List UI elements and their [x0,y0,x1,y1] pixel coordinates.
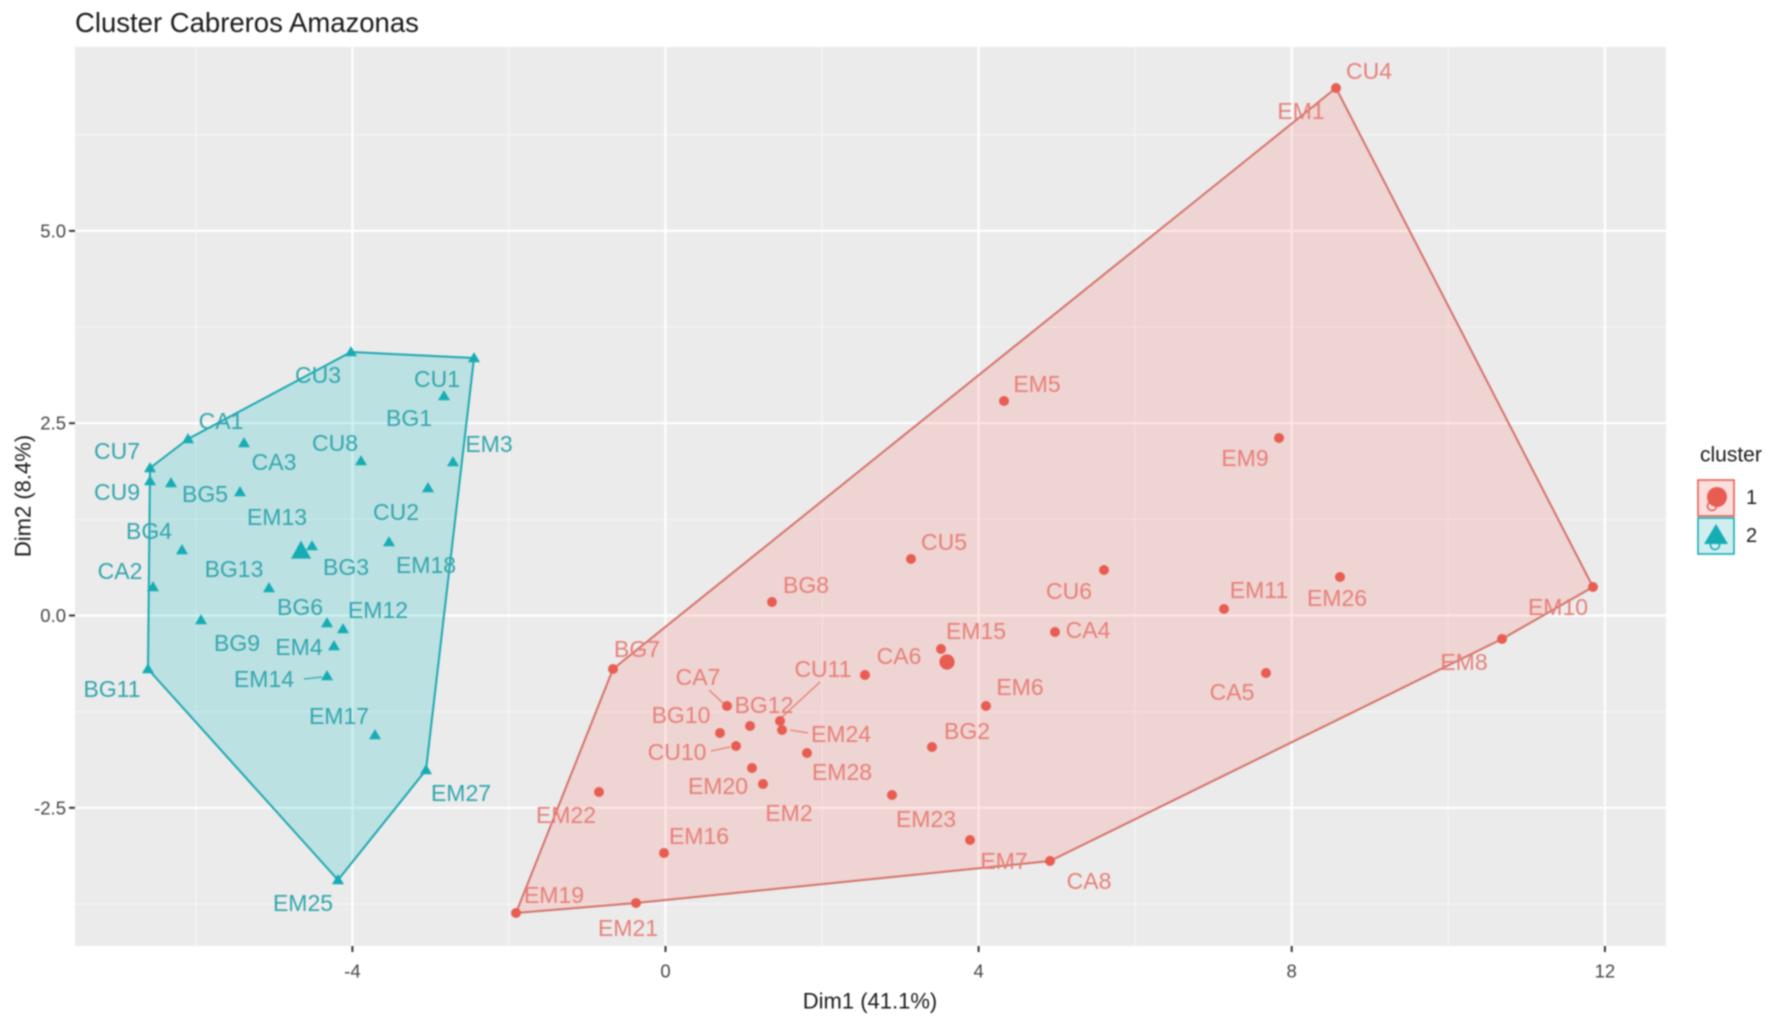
svg-text:BG10: BG10 [652,702,711,728]
svg-text:BG13: BG13 [205,556,264,582]
svg-text:EM15: EM15 [946,618,1006,644]
svg-text:-4: -4 [344,961,360,982]
svg-text:EM28: EM28 [812,759,872,785]
svg-text:EM2: EM2 [765,800,812,826]
svg-text:CU4: CU4 [1346,58,1392,84]
svg-text:0: 0 [660,961,670,982]
svg-text:EM13: EM13 [247,504,307,530]
svg-text:CU5: CU5 [921,529,967,555]
svg-text:0.0: 0.0 [40,605,66,626]
svg-text:1: 1 [1746,487,1757,509]
svg-text:EM8: EM8 [1440,649,1487,675]
svg-text:EM25: EM25 [273,890,333,916]
svg-text:BG11: BG11 [83,676,140,702]
svg-text:4: 4 [973,961,983,982]
svg-text:5.0: 5.0 [40,220,66,241]
svg-text:CU8: CU8 [312,430,358,456]
svg-text:EM16: EM16 [669,823,729,849]
svg-text:EM17: EM17 [309,703,369,729]
svg-text:CA2: CA2 [98,558,143,584]
svg-text:EM24: EM24 [811,721,871,747]
svg-text:BG8: BG8 [783,572,829,598]
svg-text:CU1: CU1 [414,366,460,392]
svg-text:BG5: BG5 [182,481,228,507]
svg-text:CU7: CU7 [94,438,140,464]
svg-text:EM14: EM14 [234,666,294,692]
svg-text:EM10: EM10 [1528,594,1588,620]
svg-text:cluster: cluster [1700,444,1762,467]
svg-text:EM5: EM5 [1013,371,1060,397]
svg-text:CU3: CU3 [295,362,341,388]
svg-text:CA5: CA5 [1210,679,1255,705]
svg-text:CA7: CA7 [676,664,721,690]
svg-text:8: 8 [1287,961,1297,982]
svg-text:BG9: BG9 [214,630,260,656]
svg-text:CU11: CU11 [794,656,851,682]
svg-text:BG12: BG12 [735,692,794,718]
svg-text:CA1: CA1 [199,408,244,434]
svg-text:EM19: EM19 [524,882,584,908]
svg-text:EM27: EM27 [431,780,491,806]
svg-text:Cluster Cabreros Amazonas: Cluster Cabreros Amazonas [75,7,419,38]
svg-text:BG2: BG2 [944,718,990,744]
svg-text:CU2: CU2 [373,499,419,525]
svg-text:CU9: CU9 [94,479,140,505]
svg-text:-2.5: -2.5 [34,797,66,818]
svg-text:12: 12 [1595,961,1616,982]
svg-text:2.5: 2.5 [40,413,66,434]
svg-text:EM1: EM1 [1277,98,1324,124]
svg-text:Dim1 (41.1%): Dim1 (41.1%) [803,989,937,1014]
svg-text:CA3: CA3 [252,449,297,475]
svg-text:EM12: EM12 [348,597,408,623]
svg-text:EM23: EM23 [896,806,956,832]
svg-text:EM18: EM18 [396,552,456,578]
svg-text:BG3: BG3 [323,554,369,580]
svg-text:2: 2 [1746,525,1757,547]
svg-text:EM9: EM9 [1221,445,1268,471]
svg-text:EM11: EM11 [1230,577,1288,603]
svg-text:EM3: EM3 [465,431,512,457]
svg-text:CA6: CA6 [877,643,922,669]
svg-text:CA4: CA4 [1066,617,1111,643]
svg-text:BG7: BG7 [614,636,660,662]
svg-text:CA8: CA8 [1067,868,1112,894]
svg-text:EM7: EM7 [980,848,1027,874]
svg-text:BG6: BG6 [277,594,323,620]
svg-text:EM4: EM4 [275,634,323,660]
svg-text:Dim2 (8.4%): Dim2 (8.4%) [11,435,36,557]
svg-text:CU6: CU6 [1046,578,1092,604]
svg-text:EM20: EM20 [688,773,748,799]
svg-text:BG4: BG4 [126,518,172,544]
svg-text:BG1: BG1 [386,405,432,431]
svg-text:EM26: EM26 [1307,585,1367,611]
svg-text:EM22: EM22 [536,802,596,828]
svg-text:CU10: CU10 [648,739,707,765]
svg-text:EM21: EM21 [598,915,658,941]
svg-text:EM6: EM6 [996,674,1043,700]
